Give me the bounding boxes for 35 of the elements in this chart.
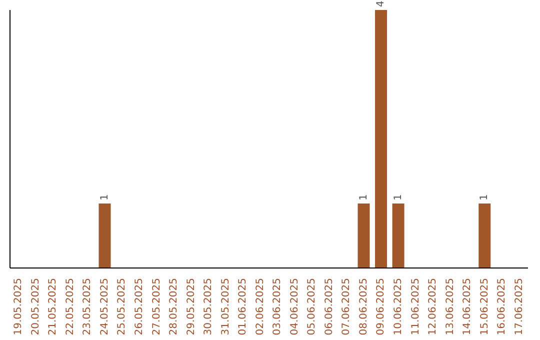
- x-tick-label: 28.05.2025: [168, 278, 180, 336]
- x-tick-label: 02.06.2025: [254, 278, 266, 336]
- data-label: 1: [99, 194, 110, 200]
- x-tick-label: 15.06.2025: [479, 278, 490, 336]
- x-tick-label: 20.05.2025: [30, 278, 42, 336]
- x-tick-label: 30.05.2025: [203, 278, 214, 336]
- x-tick-label: 14.06.2025: [462, 278, 474, 336]
- x-tick-label: 22.05.2025: [64, 278, 76, 336]
- x-tick-label: 21.05.2025: [48, 278, 59, 336]
- x-tick-label: 08.06.2025: [358, 278, 370, 336]
- x-tick-label: 27.05.2025: [151, 278, 162, 336]
- data-label: 1: [392, 194, 404, 200]
- x-tick-label: 05.06.2025: [306, 278, 318, 336]
- x-tick-label: 17.06.2025: [514, 278, 525, 336]
- data-label: 4: [376, 0, 387, 7]
- x-tick-label: 19.05.2025: [13, 278, 24, 336]
- x-tick-label: 23.05.2025: [82, 278, 94, 336]
- x-tick-label: 09.06.2025: [376, 278, 387, 336]
- x-tick-label: 07.06.2025: [341, 278, 352, 336]
- x-tick-label: 12.06.2025: [428, 278, 439, 336]
- x-tick-label: 10.06.2025: [393, 278, 404, 336]
- x-tick-label: 11.06.2025: [410, 278, 422, 336]
- x-tick-label: 06.06.2025: [324, 278, 335, 336]
- x-tick-label: 25.05.2025: [116, 278, 128, 336]
- x-tick-label: 13.06.2025: [444, 278, 456, 336]
- data-label: 1: [479, 194, 490, 200]
- x-tick-label: 16.06.2025: [496, 278, 508, 336]
- x-tick-label: 26.05.2025: [134, 278, 145, 336]
- x-tick-label: 03.06.2025: [272, 278, 284, 336]
- x-tick-label: 31.05.2025: [220, 278, 232, 336]
- x-tick-label: 04.06.2025: [289, 278, 300, 336]
- data-label: 1: [358, 194, 370, 200]
- x-tick-label: 01.06.2025: [238, 278, 249, 336]
- x-tick-label: 24.05.2025: [99, 278, 110, 336]
- x-tick-label: 29.05.2025: [186, 278, 197, 336]
